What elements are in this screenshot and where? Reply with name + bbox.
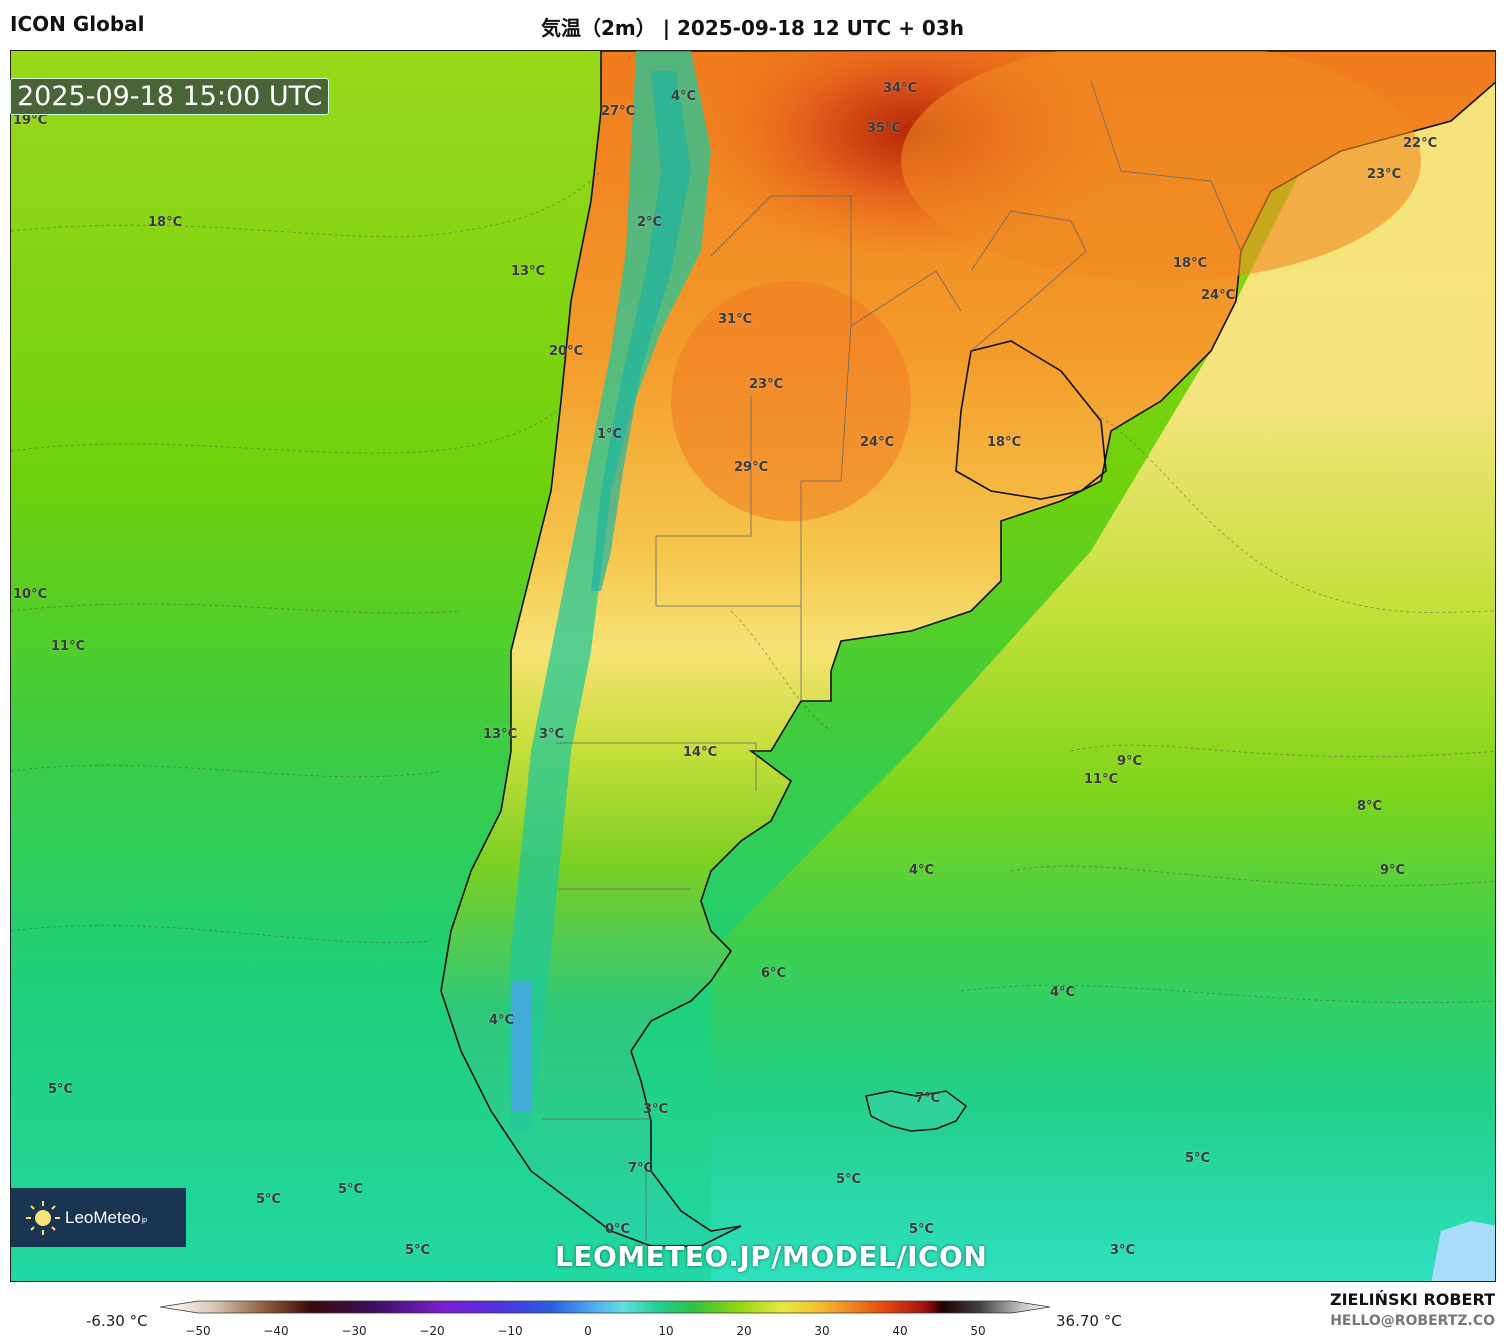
map-title: 気温（2m） | 2025-09-18 12 UTC + 03h <box>541 16 964 40</box>
temp-label: 13°C <box>483 727 518 742</box>
temp-label: 5°C <box>909 1222 935 1237</box>
temp-label: 22°C <box>1403 136 1438 151</box>
temp-label: 18°C <box>987 435 1022 450</box>
temp-label: 5°C <box>48 1082 74 1097</box>
temp-label: 8°C <box>1357 799 1383 814</box>
temp-label: 19°C <box>13 113 48 128</box>
temp-label: 18°C <box>148 215 183 230</box>
temp-label: 24°C <box>860 435 895 450</box>
temp-label: 9°C <box>1380 863 1406 878</box>
temp-label: 20°C <box>549 344 584 359</box>
temp-label: 7°C <box>915 1091 941 1106</box>
heat-west <box>671 281 911 521</box>
model-name: ICON Global <box>10 12 145 36</box>
author-email: HELLO@ROBERTZ.CO <box>1330 1313 1495 1329</box>
colorbar-tick-label: 10 <box>658 1324 674 1338</box>
atlantic-ocean <box>711 51 1495 1281</box>
temp-label: 3°C <box>1110 1243 1136 1258</box>
temp-label: 11°C <box>1084 772 1119 787</box>
temp-label: 5°C <box>338 1182 364 1197</box>
colorbar-tick-label: 40 <box>892 1324 908 1338</box>
colorbar-tick-label: 20 <box>736 1324 752 1338</box>
temp-label: 3°C <box>643 1102 669 1117</box>
temp-label: 9°C <box>1117 754 1143 769</box>
temp-label: 4°C <box>489 1013 515 1028</box>
logo-text: LeoMeteo <box>65 1207 141 1227</box>
borders <box>541 80 1242 1241</box>
temp-label: 24°C <box>1201 288 1236 303</box>
author-name: ZIELIŃSKI ROBERT <box>1329 1290 1495 1309</box>
temp-label: 5°C <box>405 1243 431 1258</box>
colorbar <box>160 1300 1050 1314</box>
temperature-map[interactable]: 19°C 27°C 4°C 34°C 35°C 22°C 23°C 18°C 2… <box>10 50 1496 1282</box>
temp-label: 13°C <box>511 264 546 279</box>
temp-label: 18°C <box>1173 256 1208 271</box>
temp-label: 5°C <box>256 1192 282 1207</box>
colorbar-tick-label: −50 <box>185 1324 211 1338</box>
colorbar-tick-label: −30 <box>341 1324 367 1338</box>
temp-label: 2°C <box>637 215 663 230</box>
isotherms <box>11 170 1495 1004</box>
temp-label: 4°C <box>671 89 697 104</box>
temp-label: 14°C <box>683 745 718 760</box>
temp-label: 5°C <box>836 1172 862 1187</box>
uruguay-border <box>955 340 1107 500</box>
temp-label: 27°C <box>601 104 636 119</box>
colorbar-tick-label: −10 <box>497 1324 523 1338</box>
ice-field <box>511 981 531 1111</box>
heat-east <box>901 51 1421 281</box>
sun-icon <box>26 1200 60 1235</box>
temp-label: 35°C <box>867 121 902 136</box>
andes-ridge <box>591 71 691 591</box>
temp-label: 5°C <box>1185 1151 1211 1166</box>
temp-label: 10°C <box>13 587 48 602</box>
valid-time-badge: 2025-09-18 15:00 UTC <box>10 78 330 115</box>
colorbar-tick-label: −20 <box>419 1324 445 1338</box>
temp-label: 23°C <box>1367 167 1402 182</box>
temp-label: 34°C <box>883 81 918 96</box>
temp-label: 0°C <box>605 1222 631 1237</box>
colorbar-tick-label: 50 <box>970 1324 986 1338</box>
temp-label: 31°C <box>718 312 753 327</box>
leometeo-logo[interactable]: LeoMeteo jp <box>11 1188 186 1247</box>
temp-label: 4°C <box>1050 985 1076 1000</box>
temp-label: 4°C <box>909 863 935 878</box>
temp-label: 3°C <box>539 727 565 742</box>
cold-patch <box>1431 1221 1495 1281</box>
colorbar-tick-label: −40 <box>263 1324 289 1338</box>
colorbar-tick-label: 30 <box>814 1324 830 1338</box>
colorbar-max-label: 36.70 °C <box>1056 1312 1122 1330</box>
andes-cold-strip <box>506 51 711 1131</box>
watermark-url: LEOMETEO.JP/MODEL/ICON <box>555 1240 988 1273</box>
colorbar-tick-label: 0 <box>584 1324 592 1338</box>
colorbar-min-label: -6.30 °C <box>86 1312 148 1330</box>
temp-label: 29°C <box>734 460 769 475</box>
temp-label: 7°C <box>628 1161 654 1176</box>
falkland-islands <box>865 1090 968 1132</box>
temp-label: 23°C <box>749 377 784 392</box>
logo-suffix: jp <box>141 1217 148 1224</box>
temp-label: 11°C <box>51 639 86 654</box>
temp-label: 6°C <box>761 966 787 981</box>
temp-label: 1°C <box>597 427 623 442</box>
map-canvas <box>11 51 1495 1281</box>
